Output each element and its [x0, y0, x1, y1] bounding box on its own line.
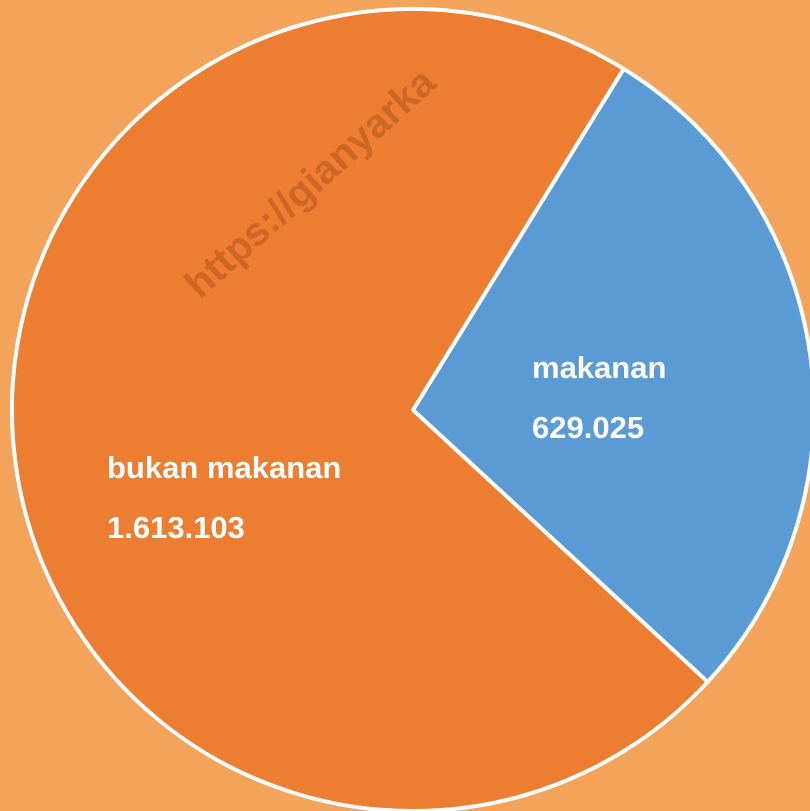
slice-label: bukan makanan: [107, 450, 341, 485]
value-label: 629.025: [532, 410, 644, 445]
value-label: 1.613.103: [107, 510, 245, 545]
pie: [12, 9, 810, 811]
chart: makanan629.025bukan makanan1.613.103 htt…: [0, 0, 810, 811]
slice-label: makanan: [532, 350, 666, 385]
